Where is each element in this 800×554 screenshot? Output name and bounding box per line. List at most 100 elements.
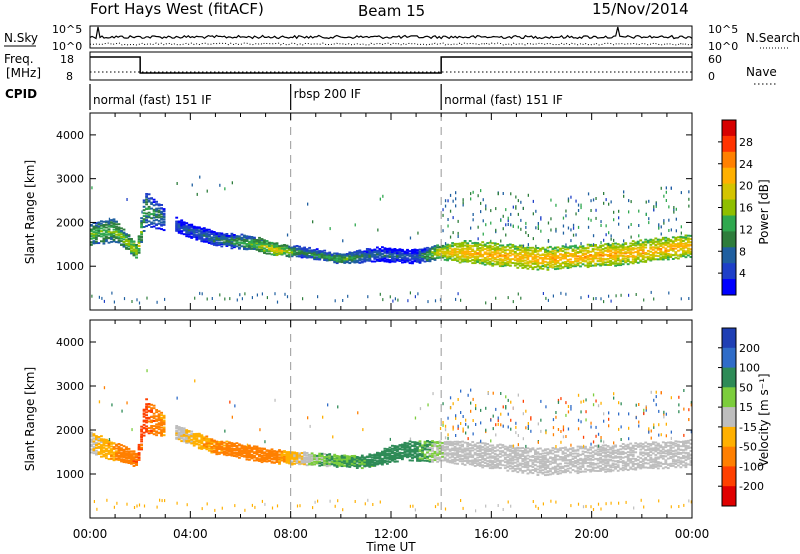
scatter-cell xyxy=(318,452,322,455)
scatter-cell xyxy=(107,446,111,449)
scatter-cell xyxy=(90,448,93,451)
scatter-cell xyxy=(631,254,635,257)
scatter-cell xyxy=(574,251,577,254)
scatter-cell xyxy=(263,458,266,461)
scatter-cell xyxy=(288,451,292,454)
scatter-cell xyxy=(403,256,407,259)
scatter-cell xyxy=(251,296,253,300)
scatter-cell xyxy=(120,231,123,234)
scatter-cell xyxy=(451,248,455,251)
scatter-cell xyxy=(190,236,194,239)
scatter-cell xyxy=(337,405,339,409)
scatter-cell xyxy=(102,451,106,453)
scatter-cell xyxy=(284,292,286,296)
scatter-cell xyxy=(478,262,482,265)
scatter-cell xyxy=(669,243,673,246)
scatter-cell xyxy=(95,242,98,245)
colorbar-swatch xyxy=(722,167,736,185)
scatter-cell xyxy=(586,256,590,259)
scatter-cell xyxy=(248,247,251,250)
scatter-cell xyxy=(185,431,189,434)
scatter-cell xyxy=(566,262,570,265)
scatter-cell xyxy=(521,263,525,266)
scatter-cell xyxy=(285,460,289,463)
scatter-cell xyxy=(502,227,504,231)
scatter-cell xyxy=(240,452,244,455)
scatter-cell xyxy=(580,203,582,207)
scatter-cell xyxy=(155,218,159,221)
scatter-cell xyxy=(92,225,96,228)
scatter-cell xyxy=(376,451,379,454)
scatter-cell xyxy=(502,214,504,218)
scatter-cell xyxy=(661,242,665,245)
scatter-cell xyxy=(616,246,620,249)
scatter-cell xyxy=(140,425,144,428)
scatter-cell xyxy=(318,252,322,255)
scatter-cell xyxy=(689,256,693,258)
scatter-cell xyxy=(157,207,161,210)
scatter-cell xyxy=(300,255,304,258)
scatter-cell xyxy=(186,503,188,507)
scatter-cell xyxy=(325,453,329,456)
scatter-cell xyxy=(486,261,490,264)
scatter-cell xyxy=(288,460,292,463)
scatter-cell xyxy=(245,445,249,448)
scatter-cell xyxy=(638,224,640,227)
scatter-cell xyxy=(147,406,151,408)
scatter-cell xyxy=(176,501,178,505)
scatter-cell xyxy=(340,253,344,256)
scatter-cell xyxy=(180,433,184,436)
scatter-cell xyxy=(518,256,522,258)
scatter-cell xyxy=(245,235,249,238)
scatter-cell xyxy=(177,230,181,233)
freq-unit: [MHz] xyxy=(6,66,41,80)
scatter-cell xyxy=(258,241,261,244)
scatter-cell xyxy=(535,209,537,213)
scatter-cell xyxy=(624,248,628,251)
scatter-cell xyxy=(228,242,231,245)
scatter-cell xyxy=(501,263,505,266)
scatter-cell xyxy=(536,249,540,252)
scatter-cell xyxy=(579,249,582,252)
scatter-cell xyxy=(682,253,685,256)
scatter-cell xyxy=(621,263,625,266)
scatter-cell xyxy=(310,463,314,466)
scatter-cell xyxy=(586,262,590,265)
scatter-cell xyxy=(373,257,377,260)
scatter-cell xyxy=(115,447,118,450)
scatter-cell xyxy=(285,247,289,250)
scatter-cell xyxy=(102,226,106,229)
scatter-cell xyxy=(534,247,537,250)
scatter-cell xyxy=(560,291,562,295)
scatter-cell xyxy=(90,435,93,438)
scatter-cell xyxy=(483,245,487,247)
scatter-cell xyxy=(228,244,231,247)
scatter-cell xyxy=(426,249,429,252)
scatter-cell xyxy=(263,243,266,246)
scatter-cell xyxy=(293,245,297,248)
scatter-cell xyxy=(476,252,480,255)
scatter-cell xyxy=(619,262,623,265)
scatter-cell xyxy=(488,262,492,264)
scatter-cell xyxy=(313,251,317,254)
scatter-cell xyxy=(275,242,279,245)
scatter-cell xyxy=(329,499,331,503)
scatter-cell xyxy=(229,400,231,404)
scatter-cell xyxy=(233,442,236,445)
scatter-cell xyxy=(299,504,301,508)
scatter-cell xyxy=(687,243,690,246)
scatter-cell xyxy=(274,292,276,296)
scatter-cell xyxy=(363,462,367,465)
scatter-cell xyxy=(102,453,106,456)
scatter-cell xyxy=(150,217,154,220)
scatter-cell xyxy=(285,452,289,455)
scatter-cell xyxy=(363,456,367,459)
scatter-cell xyxy=(355,253,359,256)
scatter-cell xyxy=(240,446,244,449)
scatter-cell xyxy=(125,454,128,457)
scatter-cell xyxy=(421,248,424,251)
scatter-cell xyxy=(318,464,322,467)
scatter-cell xyxy=(521,249,525,252)
scatter-cell xyxy=(210,442,214,445)
scatter-cell xyxy=(300,253,304,256)
